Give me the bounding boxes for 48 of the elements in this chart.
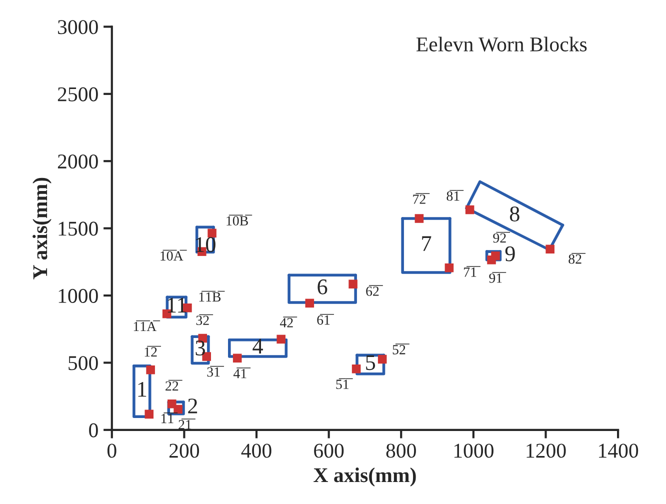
series-label: 3 [196, 340, 205, 356]
y-tick-label: 1000 [58, 288, 98, 303]
x-tick-label: 600 [314, 444, 344, 458]
series-label: 9 [505, 246, 515, 262]
y-tick-label: 0 [89, 423, 98, 438]
annotation: 3̅2̅ [196, 314, 214, 326]
y-axis-title: Y axis(mm) [32, 178, 52, 280]
series-label: 8 [510, 206, 520, 222]
annotation: 3̅1̅ [207, 366, 224, 377]
annotation: 5̅1̅ [336, 378, 353, 390]
x-tick-label: 1200 [526, 444, 566, 458]
annotation: 8̅2̅ [568, 253, 586, 264]
y-tick-label: 1500 [58, 222, 98, 236]
chart-title: Eelevn Worn Blocks [416, 36, 587, 52]
annotation: 6̅1̅ [317, 314, 334, 325]
annotation: 1̅1̅A̅ [134, 320, 160, 332]
x-axis-title: X axis(mm) [314, 468, 416, 486]
x-tick-label: 1000 [454, 444, 494, 458]
annotation: 4̅2̅ [280, 316, 298, 328]
x-tick-label: 200 [169, 444, 200, 458]
annotation: 1̅1̅ [161, 412, 178, 424]
y-tick-label: 2500 [58, 87, 98, 102]
annotation: 9̅1̅ [489, 272, 506, 283]
annotation: 9̅2̅ [493, 232, 510, 243]
annotation: 4̅1̅ [233, 368, 251, 378]
annotation: 1̅0̅B̅ [226, 214, 252, 226]
y-tick-label: 3000 [58, 20, 98, 34]
series-label: 7 [422, 236, 432, 251]
annotation: 7̅2̅ [413, 193, 430, 204]
y-tick-label: 500 [68, 356, 98, 370]
x-tick-label: 0 [107, 444, 116, 458]
x-tick-label: 800 [386, 444, 416, 458]
x-tick-label: 400 [241, 444, 272, 458]
annotation: 5̅2̅ [392, 344, 410, 354]
series-label: 1 [138, 382, 146, 397]
annotation: 8̅1̅ [446, 190, 464, 201]
series-label: 6 [318, 279, 328, 294]
annotation: 1̅1̅B̅ [199, 290, 225, 302]
series-label: 4 [252, 338, 263, 354]
x-tick-label: 1400 [599, 444, 638, 458]
annotation: 7̅1̅ [464, 266, 480, 277]
y-tick-label: 2000 [58, 154, 98, 169]
series-label: 2 [188, 398, 198, 414]
annotation: 1̅0̅A̅ [160, 250, 187, 261]
annotation: 2̅2̅ [166, 380, 182, 391]
annotation: 6̅2̅ [366, 285, 383, 296]
annotation: 1̅2̅ [144, 346, 162, 357]
series-label: 5 [366, 355, 376, 370]
